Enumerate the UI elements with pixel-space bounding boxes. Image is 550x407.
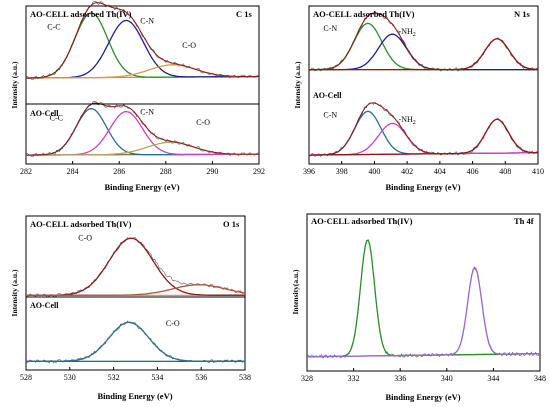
n1s-xlabel: Binding Energy (eV): [385, 182, 460, 192]
th4f-xtick-label: 344: [487, 374, 499, 383]
n1s-plot: C-N -NH2 C-N -NH2: [308, 11, 539, 157]
c1s-xticks: 282 284 286 288 290 292: [20, 161, 265, 176]
n1s-bottom-annotation: C-N: [323, 110, 337, 119]
c1s-xtick-label: 284: [67, 167, 79, 176]
c1s-xtick-label: 282: [20, 167, 32, 176]
n1s-xtick-label: 406: [467, 167, 479, 176]
th4f-panel: AO-CELL adsorbed Th(IV) Th 4f 328 332 336 3…: [291, 213, 546, 402]
c1s-top-fit-envelope: [26, 2, 259, 79]
th4f-single-peak-th4f72: [306, 239, 540, 358]
o1s-xtick-label: 528: [20, 373, 32, 382]
c1s-bottom-fit-envelope: [26, 102, 259, 156]
n1s-bottom-peak-cn: [309, 110, 538, 156]
c1s-xtick-label: 286: [113, 167, 125, 176]
th4f-title: AO-CELL adsorbed Th(IV): [311, 216, 413, 226]
c1s-top-peak-cn: [26, 19, 259, 79]
o1s-panel: C-O C-O AO-CELL adsorbed Th(IV) O 1s AO-C…: [10, 215, 251, 401]
c1s-xtick-label: 292: [253, 167, 265, 176]
o1s-bottom-raw-data: [25, 320, 246, 364]
th4f-xtick-label: 340: [441, 374, 453, 383]
th4f-xtick-label: 328: [301, 374, 313, 383]
th4f-xticks: 328 332 336 340 344 348: [301, 368, 546, 383]
th4f-xtick-label: 336: [394, 374, 406, 383]
th4f-xtick-label: 332: [348, 374, 360, 383]
o1s-top-annotation: C-O: [78, 234, 92, 243]
c1s-bottom-annotation: C-C: [50, 113, 63, 122]
c1s-panel: C-C C-N C-O C-C C-N C-O AO-CELL adsorbed Th(I…: [10, 0, 265, 192]
o1s-bottom-title: AO-Cell: [30, 301, 59, 310]
n1s-xtick-label: 402: [401, 167, 413, 176]
th4f-single-peak-th4f52: [306, 266, 540, 358]
c1s-xtick-label: 290: [206, 167, 218, 176]
n1s-xtick-label: 404: [434, 167, 446, 176]
n1s-panel: C-N -NH2 C-N -NH2 AO-CELL adsorbed Th(IV) N…: [293, 5, 544, 192]
n1s-top-peak-nh2: [309, 33, 538, 71]
n1s-top-title: AO-CELL adsorbed Th(IV): [313, 9, 415, 19]
n1s-ylabel: Intensity (a.u.): [293, 61, 302, 108]
o1s-xtick-label: 538: [239, 373, 251, 382]
o1s-xtick-label: 536: [195, 373, 207, 382]
o1s-top-title: AO-CELL adsorbed Th(IV): [30, 219, 132, 229]
th4f-element-label: Th 4f: [514, 216, 534, 226]
th4f-frame: [306, 213, 541, 372]
o1s-xtick-label: 532: [108, 373, 120, 382]
o1s-xlabel: Binding Energy (eV): [97, 391, 172, 401]
n1s-top-peak-cn: [309, 22, 538, 71]
n1s-xticks: 396 398 400 402 404 406 408 410: [303, 161, 544, 176]
n1s-bottom-annotation: -NH2: [399, 115, 416, 126]
o1s-bottom-peak-co: [26, 321, 245, 362]
c1s-bottom-annotation: C-O: [196, 118, 210, 127]
n1s-top-annotation: C-N: [323, 24, 337, 33]
o1s-element-label: O 1s: [223, 219, 240, 229]
c1s-top-annotation: C-C: [47, 23, 60, 32]
n1s-top-fit-envelope: [309, 12, 539, 71]
c1s-xtick-label: 288: [160, 167, 172, 176]
o1s-ylabel: Intensity (a.u.): [10, 269, 19, 316]
th4f-xtick-label: 348: [534, 374, 546, 383]
c1s-top-annotation: C-N: [140, 16, 154, 25]
c1s-top-title: AO-CELL adsorbed Th(IV): [30, 9, 132, 19]
c1s-top-annotation: C-O: [182, 41, 196, 50]
o1s-xtick-label: 530: [64, 373, 76, 382]
o1s-top-peak-shoulder: [26, 284, 246, 296]
th4f-ylabel: Intensity(a.u.): [291, 269, 300, 315]
c1s-element-label: C 1s: [236, 9, 253, 19]
c1s-frame: [25, 5, 260, 165]
o1s-xticks: 528 530 532 534 536 538: [20, 367, 251, 382]
n1s-xtick-label: 400: [368, 167, 380, 176]
n1s-frame: [308, 5, 539, 165]
c1s-bottom-title: AO-Cell: [30, 109, 59, 118]
n1s-bottom-fit-envelope: [309, 102, 538, 156]
n1s-bottom-raw-data: [308, 101, 539, 157]
o1s-top-raw-data: [25, 236, 246, 298]
o1s-bottom-annotation: C-O: [166, 319, 180, 328]
n1s-bottom-peak-nh2: [309, 122, 538, 156]
c1s-ylabel: Intensity (a.u.): [10, 61, 19, 108]
o1s-plot: C-O C-O: [25, 234, 246, 364]
n1s-top-raw-data: [308, 11, 539, 72]
n1s-xtick-label: 396: [303, 167, 315, 176]
n1s-bottom-title: AO-Cell: [313, 91, 342, 100]
th4f-plot: [306, 239, 541, 359]
c1s-bottom-annotation: C-N: [140, 107, 154, 116]
o1s-top-peak-co: [26, 237, 245, 296]
n1s-element-label: N 1s: [514, 9, 531, 19]
th4f-xlabel: Binding Energy (eV): [385, 392, 460, 402]
n1s-xtick-label: 408: [499, 167, 511, 176]
c1s-xlabel: Binding Energy (eV): [104, 182, 179, 192]
n1s-xtick-label: 410: [532, 167, 544, 176]
n1s-xtick-label: 398: [336, 167, 348, 176]
c1s-plot: C-C C-N C-O C-C C-N C-O: [25, 0, 260, 158]
o1s-xtick-label: 534: [151, 373, 163, 382]
th4f-single-raw-data: [306, 240, 541, 359]
n1s-top-annotation: -NH2: [399, 27, 416, 38]
